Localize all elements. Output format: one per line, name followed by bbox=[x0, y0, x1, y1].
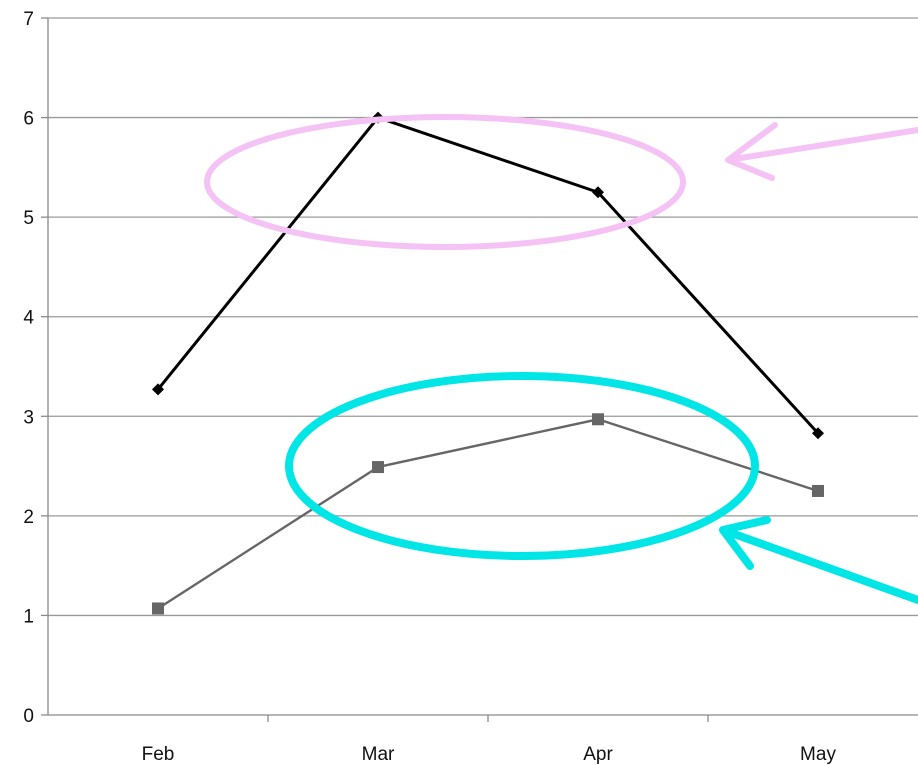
y-tick-label: 4 bbox=[23, 308, 34, 329]
y-tick-label: 5 bbox=[23, 208, 34, 229]
y-axis-tick-labels: 0 1 2 3 4 5 6 7 bbox=[23, 9, 34, 727]
series-1-point bbox=[592, 186, 604, 199]
y-tick-label: 3 bbox=[23, 407, 34, 428]
x-tick-label: Mar bbox=[362, 744, 395, 765]
series-1-line bbox=[156, 115, 820, 435]
y-tick-label: 1 bbox=[23, 606, 34, 627]
series-group bbox=[152, 111, 824, 615]
x-axis-tick-labels: Feb Mar Apr May bbox=[142, 744, 837, 765]
series-2-point bbox=[812, 484, 824, 497]
series-2-line bbox=[157, 418, 819, 610]
annotation-ellipse-cyan bbox=[285, 372, 759, 560]
series-1-point bbox=[152, 383, 164, 396]
y-tick-label: 0 bbox=[23, 706, 34, 727]
annotation-arrow-pink bbox=[725, 122, 918, 181]
y-tick-label: 7 bbox=[23, 9, 34, 30]
series-2-point bbox=[372, 461, 384, 474]
annotation-ellipse-pink bbox=[204, 114, 686, 250]
series-2-point bbox=[592, 413, 604, 426]
y-tick-label: 2 bbox=[23, 507, 34, 528]
x-tick-label: Apr bbox=[583, 744, 613, 765]
x-tick-label: May bbox=[800, 744, 836, 765]
series-2-point bbox=[152, 602, 164, 615]
y-tick-label: 6 bbox=[23, 109, 34, 130]
gridlines bbox=[48, 17, 918, 617]
x-tick-label: Feb bbox=[142, 744, 175, 765]
annotations bbox=[204, 114, 918, 604]
series-1-point bbox=[812, 427, 824, 440]
annotation-arrow-cyan bbox=[719, 516, 918, 604]
axes bbox=[41, 17, 918, 722]
